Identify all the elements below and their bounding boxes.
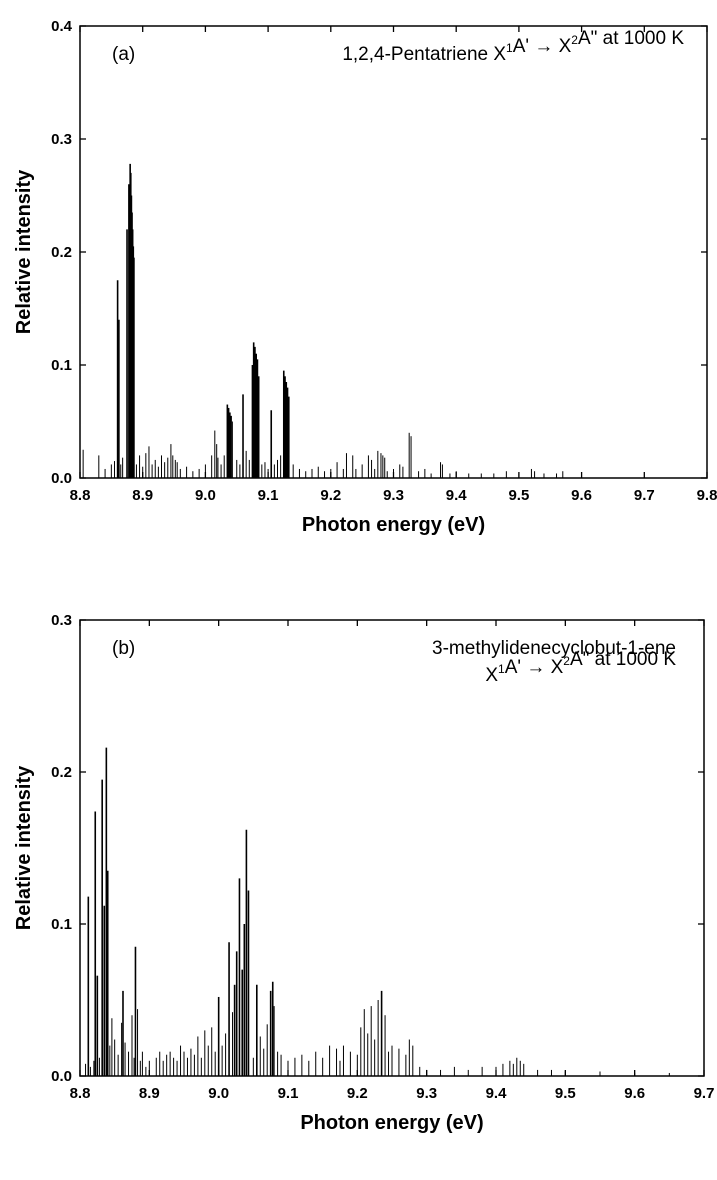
annotation-text: 3-methylidenecyclobut-1-ene — [432, 638, 676, 659]
x-tick-label: 9.2 — [347, 1085, 368, 1102]
annotation-text: A" at 1000 K — [578, 28, 684, 49]
y-tick-label: 0.1 — [51, 357, 72, 374]
annotation-superscript: 1 — [498, 662, 505, 676]
x-tick-label: 9.6 — [624, 1085, 645, 1102]
y-tick-label: 0.4 — [51, 18, 73, 35]
x-tick-label: 8.8 — [70, 487, 91, 504]
x-tick-label: 9.7 — [694, 1085, 715, 1102]
chart-panel-b: 8.8 8.9 9.0 9.1 9.2 9.3 9.4 9.5 9.6 9.7 0.0 0.1 0.2 0… — [13, 612, 715, 1134]
plot-frame — [79, 25, 708, 479]
y-tick-label: 0.2 — [51, 244, 72, 261]
x-tick-label: 9.8 — [697, 487, 717, 504]
x-axis-label: Photon energy (eV) — [302, 514, 485, 536]
x-tick-label: 9.3 — [383, 487, 404, 504]
annotation-superscript: 1 — [506, 41, 513, 55]
x-tick-label: 9.5 — [555, 1085, 576, 1102]
x-tick-label: 9.0 — [208, 1085, 229, 1102]
x-tick-label: 9.1 — [258, 487, 279, 504]
y-tick-label: 0.3 — [51, 131, 72, 148]
plot-frame — [79, 619, 705, 1077]
y-tick-label: 0.2 — [51, 764, 72, 781]
annotation-superscript: 2 — [571, 33, 578, 47]
x-tick-label: 9.7 — [634, 487, 655, 504]
x-tick-label: 9.0 — [195, 487, 216, 504]
y-tick-label: 0.1 — [51, 916, 72, 933]
y-tick-label: 0.0 — [51, 470, 72, 487]
annotation-superscript: 2 — [563, 654, 570, 668]
x-tick-label: 9.2 — [320, 487, 341, 504]
x-tick-label: 9.3 — [416, 1085, 437, 1102]
annotation-line: 1,2,4-Pentatriene X1A' → X2A" at 1000 K — [342, 28, 684, 65]
chart-panel-a: 8.8 8.9 9.0 9.1 9.2 9.3 9.4 9.5 9.6 9.7 9.8 0.0 0.1 0… — [13, 18, 717, 536]
y-axis-label: Relative intensity — [13, 169, 35, 334]
x-tick-label: 9.4 — [446, 487, 468, 504]
x-tick-label: 9.1 — [278, 1085, 299, 1102]
annotation-text: 1,2,4-Pentatriene X — [342, 44, 506, 65]
y-tick-label: 0.0 — [51, 1068, 72, 1085]
panel-label: (a) — [112, 44, 135, 65]
x-tick-label: 9.4 — [486, 1085, 508, 1102]
annotation-text: A' → X — [505, 657, 564, 678]
y-tick-label: 0.3 — [51, 612, 72, 629]
x-tick-label: 8.9 — [139, 1085, 160, 1102]
x-tick-label: 8.9 — [132, 487, 153, 504]
x-axis-label: Photon energy (eV) — [300, 1112, 483, 1134]
annotation-line: 3-methylidenecyclobut-1-ene — [432, 638, 676, 659]
x-tick-label: 9.6 — [571, 487, 592, 504]
annotation-text: A' → X — [513, 36, 572, 57]
panel-label: (b) — [112, 638, 135, 659]
x-tick-label: 8.8 — [70, 1085, 91, 1102]
x-tick-label: 9.5 — [508, 487, 529, 504]
annotation-line: X1A' → X2A" at 1000 K — [485, 649, 676, 686]
y-axis-label: Relative intensity — [13, 765, 35, 930]
annotation-text: X — [485, 665, 498, 686]
annotation-text: A" at 1000 K — [570, 649, 676, 670]
